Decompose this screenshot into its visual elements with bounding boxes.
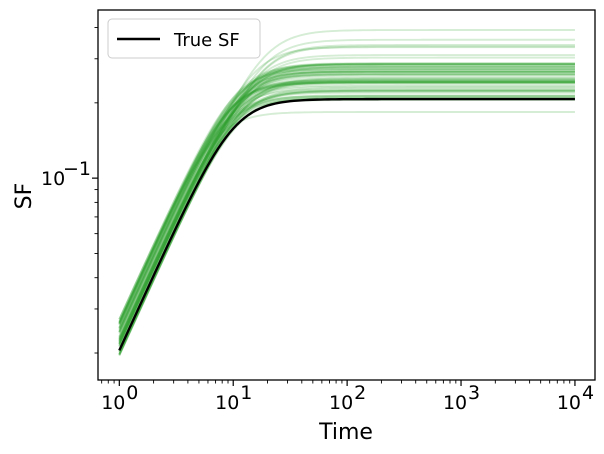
sample-line — [118, 95, 575, 355]
sample-line — [118, 73, 575, 331]
sample-line — [118, 78, 575, 352]
sample-line — [118, 71, 575, 345]
sample-line — [118, 89, 575, 341]
sample-line — [118, 63, 575, 324]
plot-frame — [97, 9, 596, 381]
sample-line — [118, 80, 575, 325]
sample-line — [118, 65, 575, 330]
x-tick-label-exponent: 4 — [582, 382, 594, 404]
x-tick-label: 10 — [101, 392, 125, 414]
sample-line — [118, 81, 575, 320]
x-axis: 10 0 10 1 10 2 10 3 10 4 — [101, 380, 594, 414]
sample-line — [118, 89, 575, 356]
sample-line — [118, 46, 575, 338]
sample-line — [118, 111, 575, 320]
sample-line — [118, 66, 575, 323]
sample-line — [118, 68, 575, 335]
sample-line — [118, 84, 575, 333]
y-tick-label: 10 — [41, 168, 65, 190]
sample-line — [118, 62, 575, 347]
sample-series-group — [118, 29, 575, 357]
sample-line — [118, 82, 575, 351]
sample-line — [118, 95, 575, 337]
sample-line — [118, 29, 575, 345]
sample-line — [118, 89, 575, 351]
sample-line — [118, 97, 575, 325]
sample-line — [118, 68, 575, 325]
sample-line — [118, 64, 575, 332]
sample-line — [118, 73, 575, 342]
sample-line — [118, 81, 575, 341]
sample-line — [118, 54, 575, 348]
sample-line — [118, 68, 575, 320]
sample-line — [118, 99, 575, 325]
legend-label-true-sf: True SF — [173, 30, 240, 51]
sample-line — [118, 91, 575, 340]
sample-line — [118, 90, 575, 345]
sample-line — [118, 97, 575, 344]
sample-line — [118, 62, 575, 333]
sample-line — [118, 70, 575, 323]
sample-line — [118, 80, 575, 324]
sample-line — [118, 73, 575, 333]
x-tick-label-exponent: 0 — [126, 382, 138, 404]
sample-line — [118, 94, 575, 346]
x-tick-label: 10 — [215, 392, 239, 414]
x-tick-label-exponent: 3 — [468, 382, 480, 404]
sample-line — [118, 70, 575, 329]
sample-line — [118, 88, 575, 330]
sample-line — [118, 73, 575, 341]
sample-line — [118, 63, 575, 343]
x-tick-label: 10 — [443, 392, 467, 414]
y-axis: 10−1 — [41, 27, 98, 354]
sample-line — [118, 81, 575, 328]
sample-line — [118, 62, 575, 339]
sample-line — [118, 77, 575, 340]
sample-line — [118, 70, 575, 333]
sample-line — [118, 86, 575, 356]
sample-line — [118, 89, 575, 352]
sample-line — [118, 81, 575, 344]
x-tick-label-exponent: 1 — [240, 382, 252, 404]
sample-line — [118, 69, 575, 338]
sample-line — [118, 79, 575, 357]
y-axis-label: SF — [12, 183, 37, 210]
legend-box — [107, 18, 261, 59]
sample-line — [118, 82, 575, 322]
sample-line — [118, 77, 575, 356]
sample-line — [118, 81, 575, 353]
x-axis-label: Time — [318, 420, 373, 445]
sample-line — [118, 97, 575, 356]
sample-line — [118, 56, 575, 352]
sample-line — [118, 95, 575, 323]
sample-line — [118, 79, 575, 324]
sample-line — [118, 85, 575, 342]
sample-line — [118, 79, 575, 345]
y-tick-label-exponent: −1 — [63, 158, 91, 180]
sample-line — [118, 69, 575, 345]
sample-line — [118, 71, 575, 342]
x-tick-label: 10 — [557, 392, 581, 414]
legend: True SF — [107, 18, 261, 59]
true-sf-series-group — [118, 97, 575, 351]
sample-line — [118, 79, 575, 326]
sample-line — [118, 75, 575, 339]
sample-line — [118, 63, 575, 329]
x-tick-label-exponent: 2 — [354, 382, 366, 404]
sample-line — [118, 81, 575, 333]
sample-line — [118, 65, 575, 343]
sample-line — [118, 38, 575, 352]
true-sf-line — [118, 97, 575, 351]
x-tick-label: 10 — [329, 392, 353, 414]
sample-line — [118, 63, 575, 347]
